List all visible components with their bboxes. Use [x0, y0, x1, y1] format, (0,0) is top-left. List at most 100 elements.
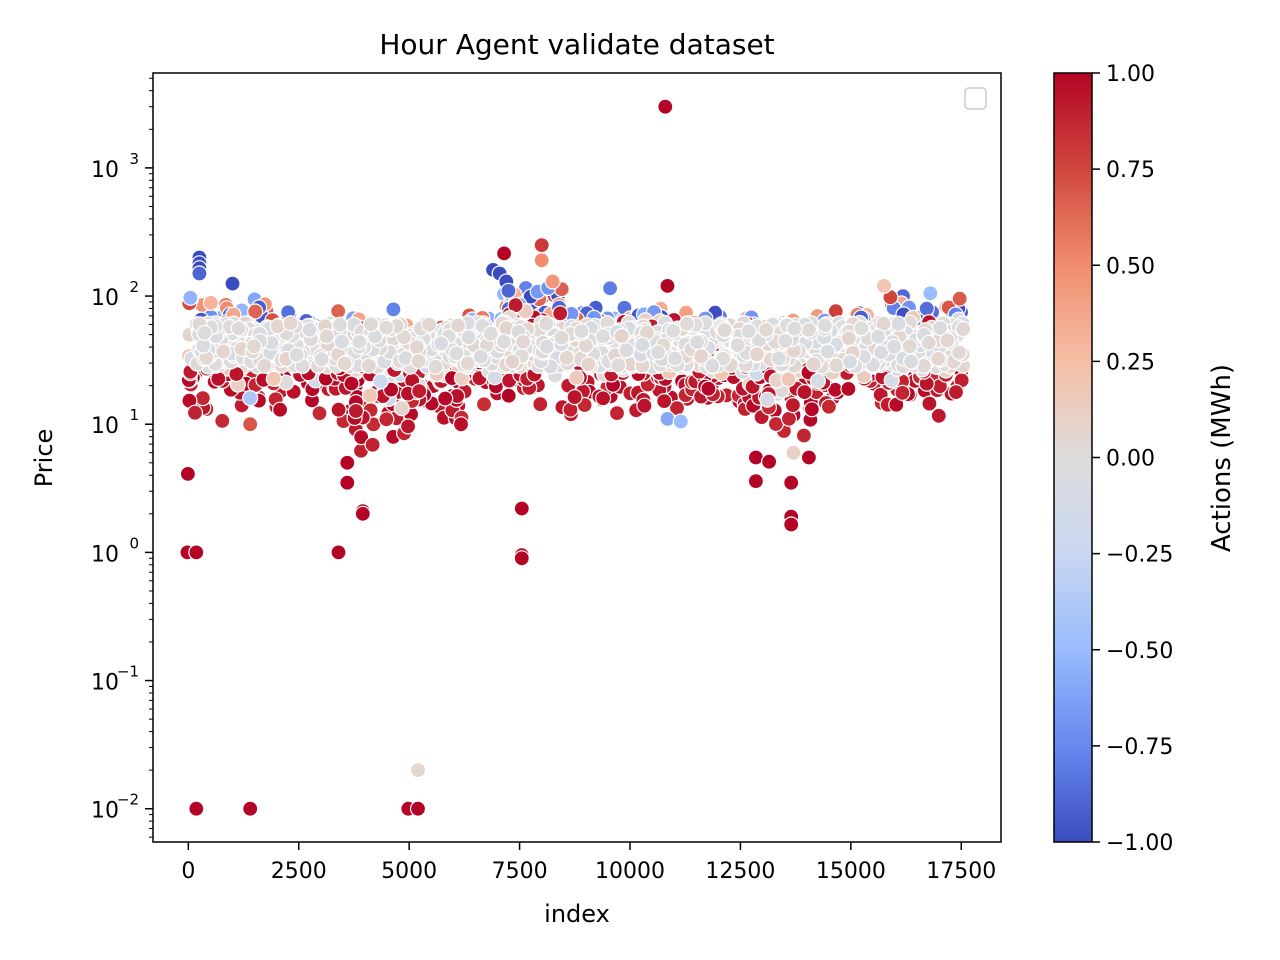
data-point — [921, 395, 938, 412]
data-point — [700, 380, 717, 397]
data-point — [816, 317, 833, 334]
data-point — [353, 429, 370, 446]
data-point — [247, 303, 264, 320]
data-point — [678, 315, 696, 332]
y-tick-exponent: −1 — [117, 663, 139, 681]
data-point — [939, 332, 956, 349]
data-point — [636, 397, 653, 414]
data-point — [795, 427, 813, 444]
data-point — [186, 404, 204, 421]
data-point — [601, 280, 619, 297]
data-point — [282, 315, 299, 332]
data-point — [819, 343, 836, 360]
x-tick-label: 15000 — [816, 859, 886, 884]
data-point — [459, 355, 476, 372]
data-point — [482, 325, 499, 342]
data-point — [553, 329, 570, 346]
data-point — [552, 305, 569, 322]
data-point — [364, 436, 381, 453]
data-point — [657, 98, 674, 115]
colorbar-tick-label: −0.25 — [1106, 543, 1173, 568]
data-point — [672, 413, 689, 430]
data-point — [828, 357, 845, 374]
data-point — [351, 333, 368, 350]
data-point — [214, 412, 231, 429]
data-point — [242, 416, 259, 433]
data-point — [408, 339, 425, 356]
data-point — [410, 353, 427, 370]
data-point — [659, 277, 676, 294]
data-point — [265, 370, 282, 387]
data-point — [514, 333, 532, 350]
chart-title: Hour Agent validate dataset — [379, 28, 774, 61]
data-point — [202, 294, 219, 311]
data-point — [954, 320, 972, 338]
y-tick-label: 10 — [91, 542, 119, 567]
data-point — [693, 348, 710, 365]
y-tick-label: 10 — [91, 414, 119, 439]
data-point — [411, 383, 428, 400]
data-point — [188, 800, 205, 817]
data-point — [783, 516, 800, 533]
data-point — [301, 321, 318, 338]
x-tick-label: 2500 — [271, 859, 327, 884]
data-point — [777, 332, 794, 349]
data-point — [890, 315, 907, 332]
colorbar-tick-label: 0.25 — [1106, 350, 1155, 375]
x-tick-label: 0 — [181, 859, 195, 884]
data-point — [875, 277, 893, 294]
data-point — [760, 453, 778, 470]
data-point — [901, 338, 918, 355]
data-point — [573, 323, 590, 340]
data-point — [409, 800, 427, 817]
data-point — [360, 357, 377, 374]
colorbar-label: Actions (MWh) — [1207, 364, 1237, 552]
data-point — [242, 390, 259, 407]
colorbar-tick-label: 0.00 — [1106, 447, 1155, 472]
data-point — [951, 290, 968, 307]
x-tick-label: 12500 — [705, 859, 775, 884]
data-point — [500, 282, 517, 299]
data-point — [618, 342, 635, 359]
colorbar-tick-label: 1.00 — [1106, 62, 1155, 87]
data-point — [594, 328, 612, 345]
data-point — [210, 370, 227, 387]
y-tick-label: 10 — [91, 158, 119, 183]
data-point — [215, 343, 232, 360]
legend-box — [964, 87, 987, 110]
data-point — [780, 410, 798, 427]
colorbar-tick-label: 0.75 — [1106, 158, 1155, 183]
data-point — [331, 316, 349, 333]
data-point — [194, 390, 211, 407]
data-point — [951, 344, 968, 361]
data-point — [449, 317, 467, 334]
data-point — [894, 384, 911, 401]
x-axis: 0 2500 5000 7500 10000 12500 15000 17500 — [181, 842, 996, 884]
data-point — [230, 320, 247, 337]
data-point — [841, 353, 859, 370]
data-point — [224, 275, 241, 292]
data-point — [770, 350, 788, 367]
data-point — [318, 328, 335, 345]
x-tick-label: 7500 — [492, 859, 548, 884]
data-point — [786, 320, 803, 337]
y-tick-label: 10 — [91, 799, 119, 824]
data-point — [747, 473, 765, 490]
y-tick-label: 10 — [91, 671, 119, 696]
data-point — [902, 353, 920, 370]
data-point — [188, 544, 205, 561]
data-point — [378, 319, 395, 336]
data-point — [664, 322, 682, 340]
data-point — [796, 384, 813, 401]
data-point — [339, 454, 356, 471]
data-point — [704, 357, 721, 374]
data-point — [759, 391, 776, 408]
data-point — [840, 380, 857, 397]
data-point — [780, 371, 797, 388]
data-point — [361, 387, 379, 404]
data-point — [656, 393, 673, 410]
data-point — [333, 333, 350, 350]
data-point — [339, 474, 356, 491]
